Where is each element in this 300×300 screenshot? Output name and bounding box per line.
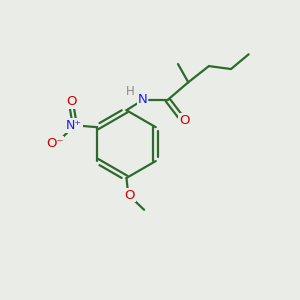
Text: O: O [179, 114, 190, 127]
Text: H: H [126, 85, 135, 98]
Text: O: O [67, 95, 77, 108]
Text: O: O [124, 188, 135, 202]
Text: N: N [138, 93, 148, 106]
Text: N⁺: N⁺ [66, 119, 82, 132]
Text: O⁻: O⁻ [46, 137, 64, 150]
